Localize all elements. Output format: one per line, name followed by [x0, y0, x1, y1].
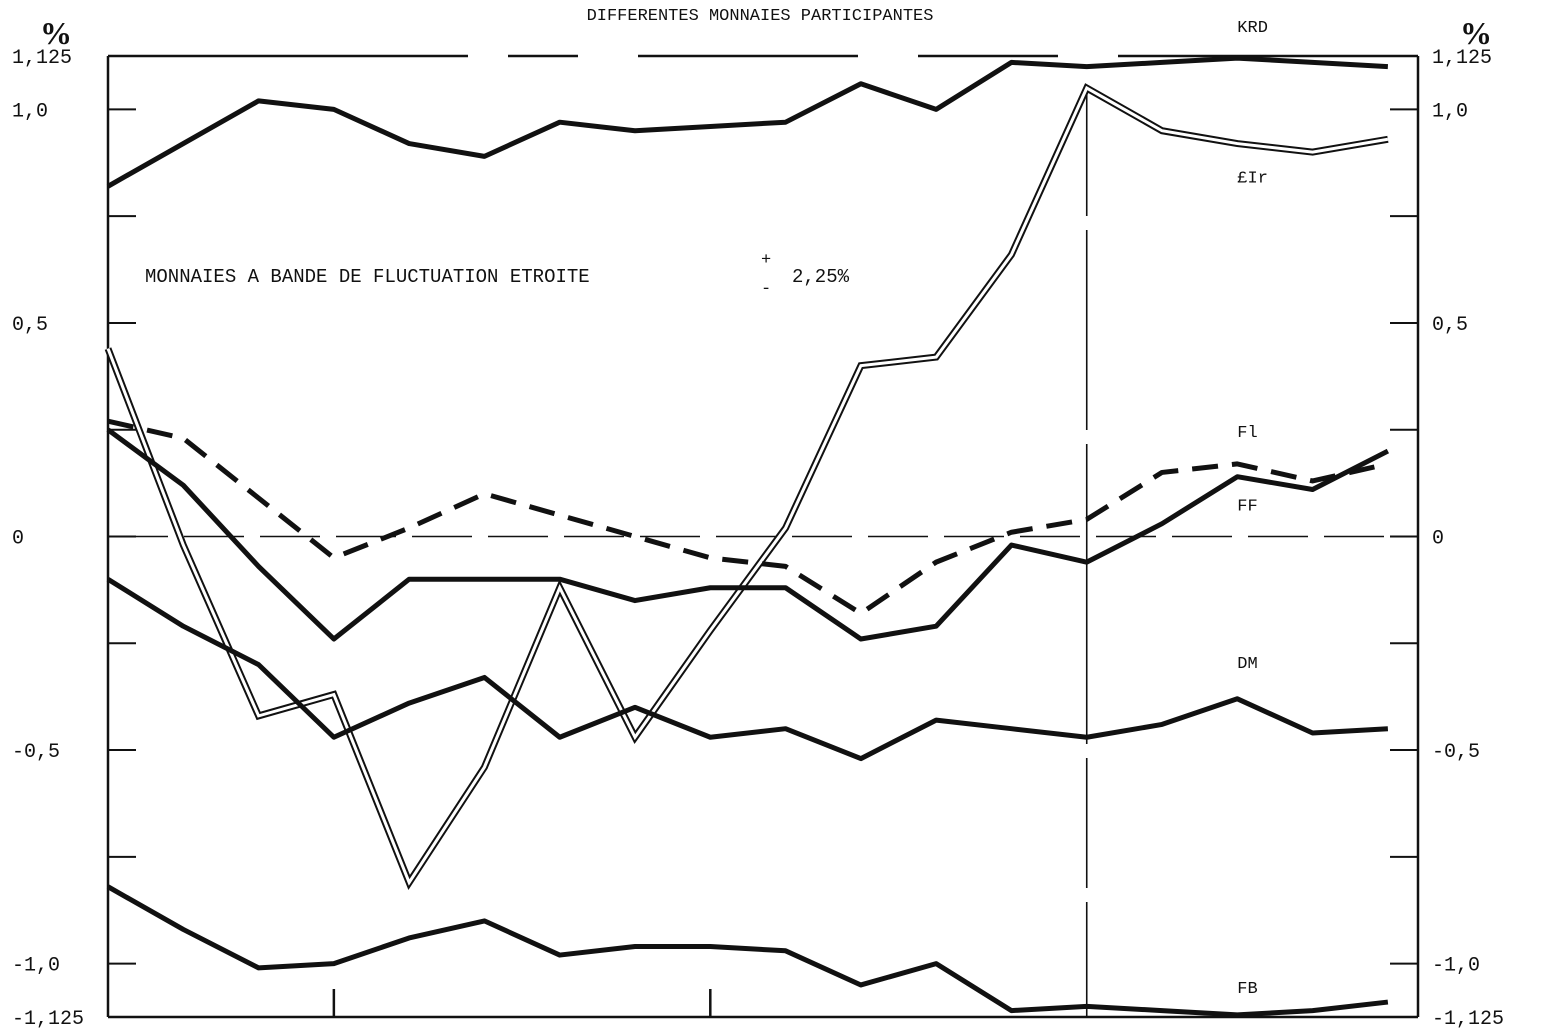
y-tick-label-left-9: -1,0: [12, 955, 60, 978]
annotation-minus: -: [761, 280, 771, 299]
series-label-ir: £Ir: [1237, 170, 1268, 189]
y-axis-unit-left: %: [40, 15, 72, 51]
y-axis-right: 1,125 1,0 0,5 0 -0,5 -1,0 -1,125: [1390, 47, 1504, 1031]
series-label-fb: FB: [1237, 980, 1257, 999]
y-tick-label-right-1: 1,0: [1432, 100, 1468, 123]
y-tick-label-right-0: 1,125: [1432, 47, 1492, 70]
series-label-krd: KRD: [1237, 19, 1268, 38]
series-line-krd: [106, 55, 1389, 189]
series-label-ff: FF: [1237, 498, 1257, 517]
y-tick-label-left-3: 0,5: [12, 314, 48, 337]
y-axis-left: 1,125 1,0 0,5 0 -0,5 -1,0 -1,125: [12, 47, 136, 1031]
series-labels: KRD £Ir Fl FF DM FB: [1237, 19, 1268, 999]
y-tick-label-left-10: -1,125: [12, 1008, 84, 1031]
series-line-fb: [106, 884, 1389, 1018]
annotation-value: 2,25%: [792, 266, 850, 288]
series-line-ff: [106, 427, 1390, 642]
y-axis-unit-right: %: [1460, 15, 1492, 51]
chart-title: DIFFERENTES MONNAIES PARTICIPANTES: [587, 7, 934, 26]
y-tick-label-right-5: 0: [1432, 528, 1444, 551]
series-line-dm: [106, 577, 1389, 762]
series-layer: [104, 55, 1390, 1018]
series-label-fl: Fl: [1237, 424, 1257, 443]
y-tick-label-left-1: 1,0: [12, 100, 48, 123]
x-axis-ticks: [332, 989, 712, 1017]
annotation-plus: +: [761, 251, 771, 270]
series-line-fl: [107, 418, 1389, 616]
annotation: MONNAIES A BANDE DE FLUCTUATION ETROITE …: [145, 251, 850, 299]
y-tick-label-right-7: -0,5: [1432, 741, 1480, 764]
plot-frame: [106, 54, 1420, 1019]
series-line-ir-inner: [106, 85, 1389, 886]
series-label-dm: DM: [1237, 655, 1257, 674]
y-tick-label-left-5: 0: [12, 528, 24, 551]
y-tick-label-right-10: -1,125: [1432, 1008, 1504, 1031]
series-line-ir: [104, 83, 1389, 891]
y-tick-label-right-9: -1,0: [1432, 955, 1480, 978]
y-tick-label-left-7: -0,5: [12, 741, 60, 764]
y-tick-label-left-0: 1,125: [12, 47, 72, 70]
y-tick-label-right-3: 0,5: [1432, 314, 1468, 337]
annotation-text: MONNAIES A BANDE DE FLUCTUATION ETROITE: [145, 266, 590, 288]
